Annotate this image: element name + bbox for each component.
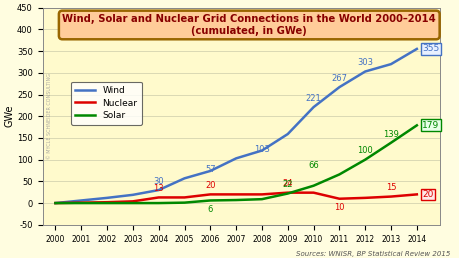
Text: 13: 13	[153, 184, 164, 193]
Wind	[233, 157, 238, 160]
Text: 30: 30	[153, 177, 164, 186]
Text: 57: 57	[205, 165, 215, 174]
Solar	[413, 124, 419, 127]
Text: 10: 10	[333, 203, 344, 212]
Wind	[53, 201, 58, 205]
Solar	[78, 201, 84, 205]
Solar	[387, 141, 393, 144]
Y-axis label: GWe: GWe	[4, 105, 14, 127]
Nuclear	[130, 200, 135, 203]
Wind	[181, 177, 187, 180]
Wind	[104, 196, 110, 199]
Text: 6: 6	[207, 205, 213, 214]
Text: 22: 22	[282, 180, 292, 189]
Wind	[258, 149, 264, 152]
Text: 24: 24	[282, 180, 292, 189]
Solar	[233, 198, 238, 201]
Text: 103: 103	[253, 145, 269, 154]
Wind	[285, 133, 290, 136]
Nuclear	[413, 193, 419, 196]
Text: 139: 139	[382, 130, 398, 139]
Text: 221: 221	[305, 94, 321, 103]
Wind	[130, 193, 135, 196]
Text: 20: 20	[421, 190, 433, 199]
Text: 20: 20	[205, 181, 215, 190]
Wind	[387, 63, 393, 66]
Wind	[207, 170, 213, 173]
Text: Sources: WNISR, BP Statistical Review 2015: Sources: WNISR, BP Statistical Review 20…	[296, 251, 450, 257]
Nuclear	[156, 196, 161, 199]
Wind	[413, 47, 419, 51]
Solar	[156, 201, 161, 205]
Nuclear	[233, 193, 238, 196]
Text: 15: 15	[385, 183, 395, 192]
Text: 355: 355	[421, 44, 439, 53]
Nuclear	[181, 196, 187, 199]
Text: 179: 179	[421, 121, 439, 130]
Solar	[181, 201, 187, 204]
Wind	[310, 106, 316, 109]
Solar	[310, 184, 316, 187]
Nuclear	[104, 201, 110, 204]
Solar	[258, 198, 264, 201]
Text: 66: 66	[308, 161, 318, 170]
Nuclear	[362, 196, 367, 199]
Nuclear	[207, 193, 213, 196]
Solar	[104, 201, 110, 205]
Solar	[336, 173, 341, 176]
Solar	[362, 158, 367, 161]
Nuclear	[258, 193, 264, 196]
Nuclear	[336, 197, 341, 200]
Line: Wind: Wind	[56, 49, 416, 203]
Nuclear	[310, 191, 316, 194]
Text: Wind, Solar and Nuclear Grid Connections in the World 2000–2014
(cumulated, in G: Wind, Solar and Nuclear Grid Connections…	[62, 14, 435, 36]
Wind	[362, 70, 367, 73]
Line: Solar: Solar	[56, 125, 416, 203]
Wind	[336, 86, 341, 89]
Solar	[53, 201, 58, 205]
Text: 100: 100	[357, 147, 372, 156]
Solar	[130, 201, 135, 205]
Text: © MYCLE SCHNEIDER CONSULTING: © MYCLE SCHNEIDER CONSULTING	[47, 73, 52, 159]
Nuclear	[387, 195, 393, 198]
Solar	[207, 199, 213, 202]
Wind	[78, 199, 84, 202]
Line: Nuclear: Nuclear	[56, 193, 416, 203]
Text: 267: 267	[330, 74, 347, 83]
Nuclear	[53, 201, 58, 205]
Text: 303: 303	[357, 58, 372, 67]
Nuclear	[285, 191, 290, 194]
Legend: Wind, Nuclear, Solar: Wind, Nuclear, Solar	[71, 82, 142, 125]
Solar	[285, 192, 290, 195]
Nuclear	[78, 201, 84, 204]
Wind	[156, 189, 161, 192]
